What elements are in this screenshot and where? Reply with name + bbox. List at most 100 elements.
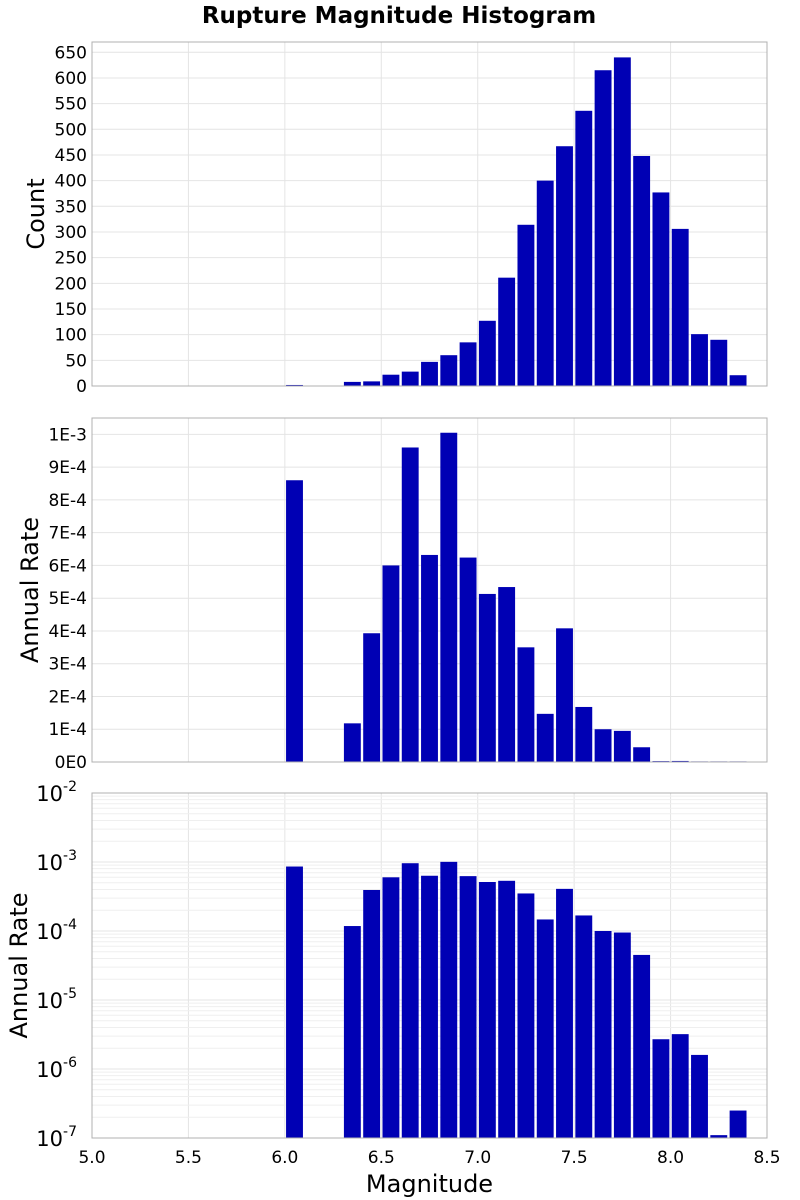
y-tick-label: 3E-4 [48,655,87,675]
bar [401,447,419,762]
y-tick-label: 9E-4 [48,458,87,478]
bar [363,889,381,1138]
x-tick-label: 8.5 [753,1148,780,1168]
y-tick-label: 600 [55,69,87,89]
y-tick-label: 250 [55,249,87,269]
bar [556,888,573,1138]
bar [517,647,535,762]
y-tick-label: 550 [55,95,87,115]
y-axis-label: Annual Rate [16,517,44,663]
y-tick-label: 10-5 [36,986,77,1013]
bar [459,876,477,1138]
x-axis-label: Magnitude [366,1170,493,1198]
bar [671,228,689,386]
bar [729,1110,747,1138]
bar [691,1054,708,1138]
bar [594,70,612,387]
bar [343,381,361,386]
bar [671,1034,689,1138]
bar [710,339,728,386]
bar [633,155,651,386]
bar [652,1039,670,1138]
bar [382,565,400,762]
bar [459,557,477,762]
y-tick-label: 10-2 [36,779,77,806]
bar [286,384,303,386]
bar [556,628,573,762]
bar [440,355,458,386]
x-tick-label: 8.0 [657,1148,684,1168]
bar [633,954,651,1138]
y-tick-label: 1E-4 [48,720,87,740]
bar [575,915,593,1138]
y-tick-label: 10-3 [36,848,77,875]
bar [478,320,496,386]
bar [671,760,689,762]
bar [343,926,361,1138]
bar [440,861,458,1138]
bar [498,587,516,762]
bar [478,593,496,762]
bar [459,342,477,386]
bar [363,381,381,386]
bar [517,893,535,1138]
bar [575,706,593,762]
bar [421,875,438,1138]
plot-frame [91,41,768,387]
bar [421,361,438,386]
y-tick-label: 4E-4 [48,622,87,642]
x-tick-label: 7.0 [464,1148,491,1168]
panel-count: 0 50 100 150 200 250 300 350 400 450 500 550 600 650 C… [22,41,768,397]
y-tick-label: 5E-4 [48,589,87,609]
bar [343,723,361,762]
y-tick-label: 650 [55,43,87,63]
y-tick-label: 450 [55,146,87,166]
x-tick-label: 6.0 [271,1148,298,1168]
chart-title: Rupture Magnitude Histogram [202,3,596,29]
bar [691,334,708,386]
bar [401,371,419,386]
panel-rate-linear: 0E0 1E-4 2E-4 3E-4 4E-4 5E-4 6E-4 7E-4 8E-4 9E-4 1… [16,417,768,773]
bar [710,1135,728,1138]
y-tick-label: 400 [55,172,87,192]
bar [286,866,303,1138]
bar [517,224,535,386]
panel-rate-log: 10-7 10-6 10-5 10-4 10-3 10-2 Annual Rate 5.0 5.… [5,779,781,1198]
x-tick-label: 5.5 [175,1148,202,1168]
bar [536,713,554,762]
bar [536,919,554,1138]
bar [382,877,400,1138]
y-tick-label: 200 [55,274,87,294]
bar [286,480,303,762]
bar [652,192,670,386]
y-tick-label: 10-4 [36,917,77,944]
bar [613,730,631,762]
y-tick-label: 2E-4 [48,687,87,707]
plot-frame [91,792,768,1139]
bar [594,931,612,1138]
bar [613,57,631,386]
y-axis-label: Annual Rate [5,892,33,1038]
bar [440,432,458,762]
bar [633,747,651,762]
y-tick-label: 300 [55,223,87,243]
y-tick-label: 0E0 [55,753,87,773]
y-tick-label: 150 [55,300,87,320]
y-tick-label: 8E-4 [48,491,87,511]
y-axis-label: Count [22,178,50,249]
y-tick-label: 50 [65,351,87,371]
bar [613,932,631,1138]
bar [498,277,516,386]
bar [498,880,516,1138]
y-tick-label: 1E-3 [48,425,87,445]
bar [421,554,438,762]
bar [729,375,747,386]
y-tick-label: 500 [55,120,87,140]
y-tick-label: 350 [55,197,87,217]
y-tick-label: 7E-4 [48,524,87,544]
x-tick-label: 6.5 [368,1148,395,1168]
y-tick-label: 10-6 [36,1055,77,1082]
bar [382,374,400,386]
bar [478,882,496,1138]
